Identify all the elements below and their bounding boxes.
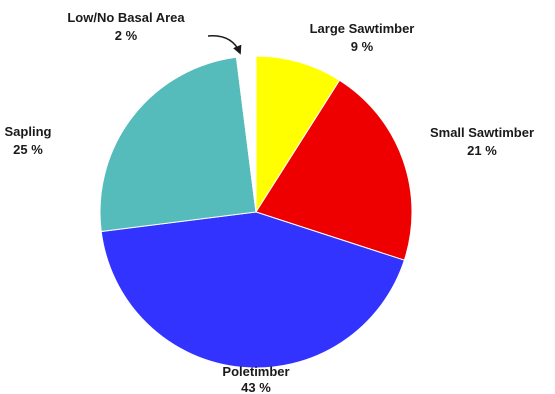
slice-value-sapling: 25 % bbox=[13, 142, 43, 157]
slice-value-poletimber: 43 % bbox=[241, 380, 271, 394]
pie-slices bbox=[99, 55, 413, 369]
pie-slice-small-sawtimber bbox=[255, 79, 413, 261]
slice-label-sapling: Sapling bbox=[5, 124, 52, 139]
slice-label-poletimber: Poletimber bbox=[222, 364, 289, 379]
pie-slice-low-no-basal-area bbox=[235, 55, 257, 213]
pie-slice-sapling bbox=[99, 56, 257, 233]
pie-slice-poletimber bbox=[100, 211, 405, 369]
slice-label-small-sawtimber: Small Sawtimber bbox=[430, 125, 534, 140]
slice-label-low-no-basal-area: Low/No Basal Area bbox=[67, 10, 185, 25]
slice-label-large-sawtimber: Large Sawtimber bbox=[310, 21, 415, 36]
callout-arrow bbox=[207, 35, 242, 55]
slice-value-small-sawtimber: 21 % bbox=[467, 143, 497, 158]
slice-value-low-no-basal-area: 2 % bbox=[115, 28, 138, 43]
slice-value-large-sawtimber: 9 % bbox=[351, 39, 374, 54]
pie-slice-large-sawtimber bbox=[255, 55, 341, 214]
